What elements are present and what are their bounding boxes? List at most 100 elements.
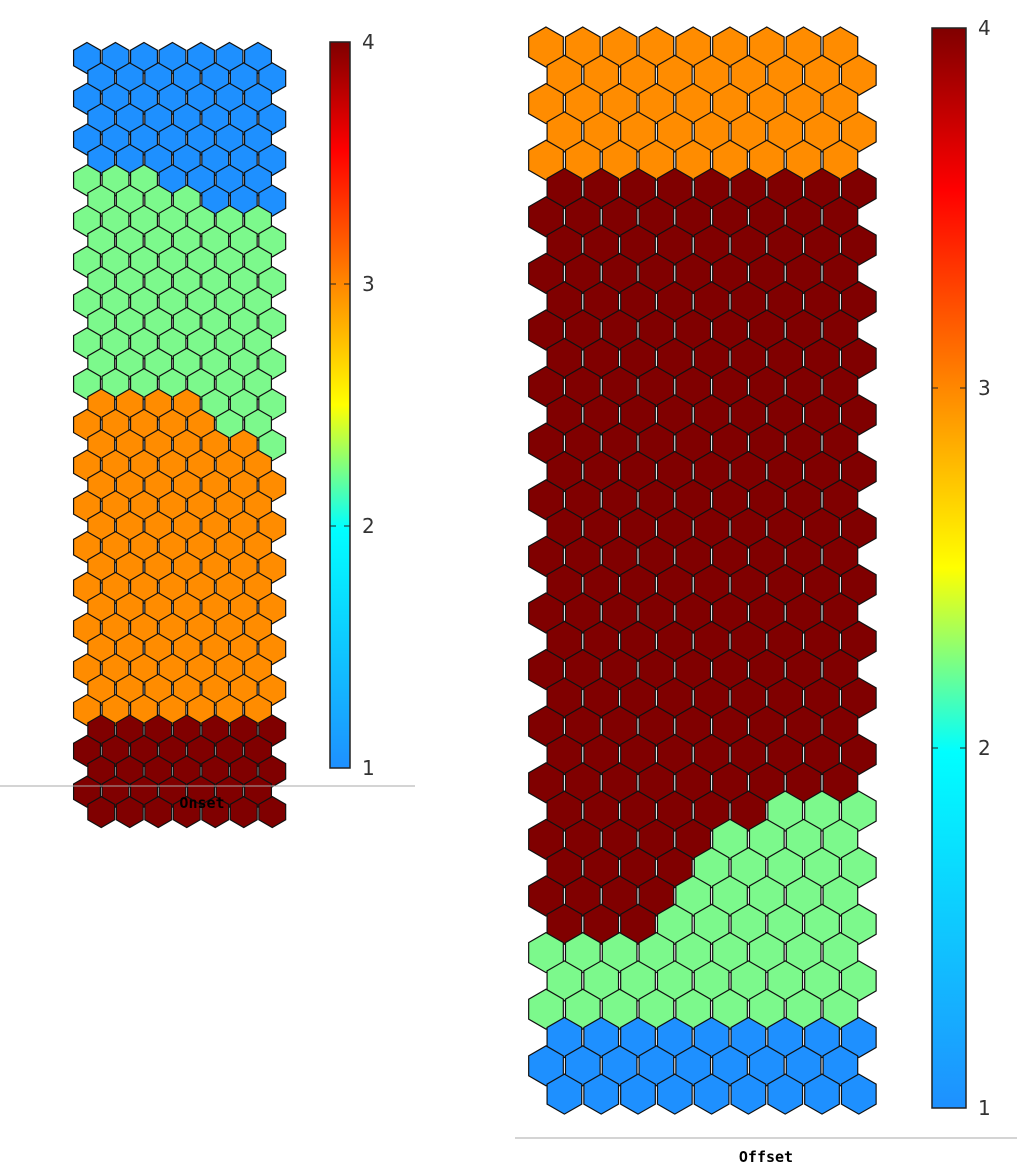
onset-hex-cell (87, 265, 116, 299)
offset-hex-cell (601, 422, 638, 464)
onset-hex-cell (172, 469, 201, 503)
onset-hex-cell (201, 795, 230, 829)
onset-hex-cell (172, 551, 201, 584)
onset-hex-cell (201, 102, 230, 136)
onset-hex-cell (229, 714, 258, 747)
onset-hex-cell (229, 265, 258, 299)
onset-hex-cell (87, 551, 116, 584)
offset-hex-cell (675, 762, 712, 804)
offset-hex-cell (546, 281, 583, 323)
offset-hex-cell (656, 54, 693, 96)
onset-hex-cell (201, 62, 230, 95)
onset-hex-cell (172, 102, 201, 136)
onset-hex-cell (215, 612, 244, 645)
offset-hex-cell (804, 167, 840, 210)
offset-hex-cell (748, 252, 785, 295)
onset-hex-cell (243, 286, 273, 319)
offset-hex-cell (767, 224, 804, 266)
offset-hex-cell (620, 337, 656, 379)
onset-hex-cell (72, 653, 102, 686)
onset-hex-cell (215, 653, 244, 686)
onset-hex-cell (87, 673, 116, 706)
offset-colorbar-tick-label: 1 (978, 1096, 991, 1120)
offset-hex-cell (767, 450, 804, 493)
offset-hex-cell (840, 337, 877, 379)
offset-hex-cell (693, 790, 730, 832)
onset-hex-cell (144, 429, 173, 462)
onset-hex-cell (72, 367, 102, 401)
onset-hex-cell (201, 347, 230, 380)
onset-hex-cell (101, 82, 130, 115)
onset-hex-cell (144, 755, 173, 788)
offset-hex-cell (804, 394, 840, 436)
onset-hex-cell (243, 41, 273, 75)
offset-hex-cell (748, 365, 785, 408)
offset-hex-cell (564, 1045, 601, 1087)
offset-hex-cell (748, 931, 785, 974)
onset-hex-cell (87, 592, 116, 625)
offset-hex-cell (620, 1016, 656, 1059)
onset-hex-cell (243, 693, 273, 727)
offset-hex-cell (638, 365, 675, 408)
offset-hex-cell (785, 365, 822, 408)
onset-hex-cell (215, 164, 244, 197)
onset-hex-cell (129, 449, 159, 482)
offset-hex-cell (583, 677, 620, 719)
offset-hex-cell (638, 422, 675, 464)
onset-hex-cell (72, 164, 102, 197)
offset-hex-cell (822, 139, 859, 181)
offset-hex-cell (730, 507, 767, 549)
onset-hex-cell (243, 490, 273, 523)
offset-colorbar-tick-label: 2 (978, 736, 991, 760)
offset-hex-cell (601, 365, 638, 408)
onset-hex-cell (215, 530, 244, 564)
offset-hex-cell (620, 903, 656, 945)
onset-colorbar-tick-label: 1 (362, 756, 375, 780)
offset-hex-cell (785, 931, 822, 974)
offset-hex-cell (675, 705, 712, 747)
offset-hex-cell (656, 337, 693, 379)
onset-hex-cell (201, 143, 230, 177)
offset-hex-cell (638, 931, 675, 974)
offset-hex-cell (767, 903, 804, 945)
offset-hex-cell (822, 875, 859, 917)
offset-hex-cell (564, 592, 601, 634)
offset-hex-cell (583, 790, 620, 832)
offset-hex-cell (712, 365, 748, 408)
onset-hex-cell (115, 306, 144, 340)
offset-hex-cell (583, 167, 620, 210)
offset-hex-cell (804, 224, 840, 266)
onset-hex-cell (115, 102, 144, 136)
offset-hex-cell (583, 450, 620, 493)
offset-hex-cell (601, 988, 638, 1030)
offset-hex-cell (804, 507, 840, 549)
onset-hex-cell (101, 734, 130, 768)
offset-hex-cell (564, 365, 601, 408)
onset-hex-cell (201, 429, 230, 462)
offset-hex-cell (564, 139, 601, 181)
offset-hex-cell (693, 677, 730, 719)
offset-hex-cell (546, 111, 583, 153)
offset-hex-cell (712, 875, 748, 917)
onset-hex-cell (101, 775, 130, 808)
onset-hex-cell (258, 62, 287, 95)
offset-hex-cell (693, 281, 730, 323)
onset-hex-cell (101, 449, 130, 482)
offset-hex-cell (785, 309, 822, 351)
offset-colorbar-gradient (931, 27, 967, 1109)
offset-hex-cell (528, 26, 564, 68)
onset-hex-cell (215, 82, 244, 115)
onset-hex-cell (172, 62, 201, 95)
offset-hex-cell (675, 818, 712, 861)
onset-hex-cell (101, 653, 130, 686)
onset-hex-cell (215, 571, 244, 605)
offset-hex-cell (730, 677, 767, 719)
onset-hex-cell (201, 306, 230, 340)
onset-hex-cell (172, 143, 201, 177)
onset-hex-cell (229, 673, 258, 706)
offset-hex-cell (785, 252, 822, 295)
onset-hex-cell (229, 469, 258, 503)
onset-hex-cell (243, 82, 273, 115)
onset-hex-cell (229, 755, 258, 788)
offset-hex-cell (656, 790, 693, 832)
